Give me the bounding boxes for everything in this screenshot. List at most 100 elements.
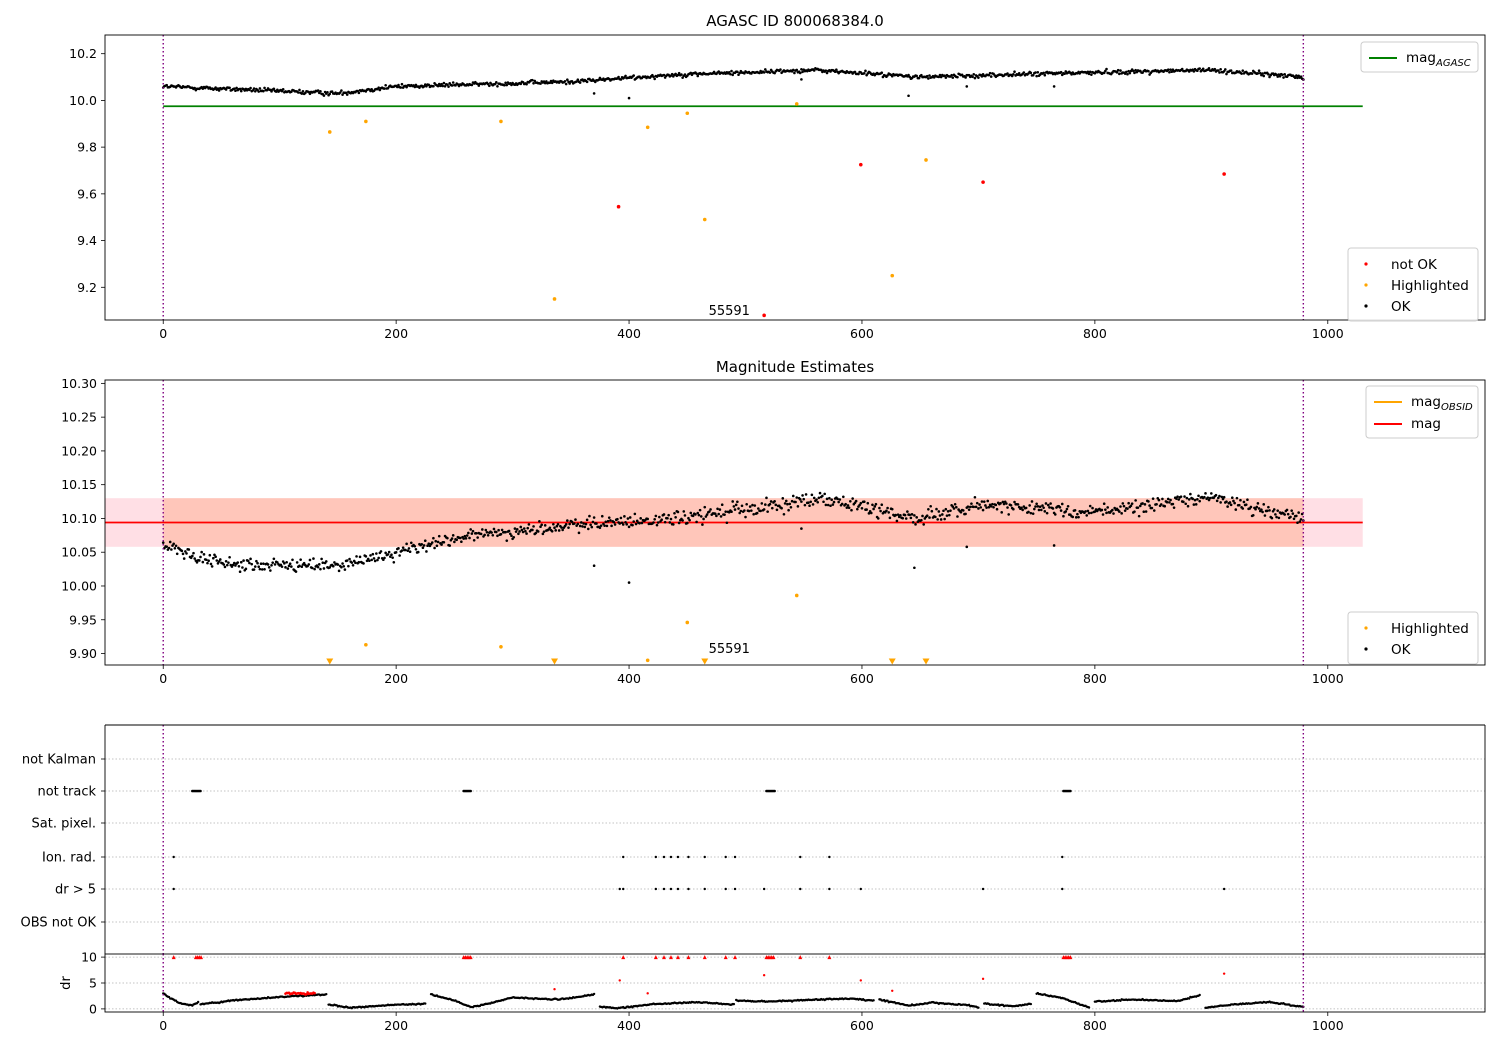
ok-point: [624, 520, 627, 524]
ok-point: [796, 505, 800, 508]
ok-point: [191, 554, 194, 558]
ok-point: [173, 546, 177, 550]
ok-point: [510, 534, 513, 538]
ok-point: [272, 87, 276, 91]
ok-point: [1126, 72, 1129, 76]
dr-point: [196, 1000, 200, 1004]
ok-point: [598, 526, 602, 530]
ok-point: [263, 567, 266, 571]
ok-point: [911, 521, 915, 524]
ok-point: [989, 75, 993, 78]
ok-point: [667, 513, 670, 517]
ok-point: [775, 508, 779, 512]
ok-point: [519, 525, 523, 529]
ok-point: [336, 563, 340, 566]
ok-point: [394, 551, 398, 554]
dr-capped-marker: [1068, 955, 1073, 960]
ok-point: [223, 565, 227, 569]
ok-point: [769, 500, 773, 503]
legend-frame: [1347, 247, 1479, 322]
ok-point: [887, 511, 891, 514]
ok-point: [1172, 506, 1176, 510]
ok-point: [1197, 494, 1200, 498]
ok-point: [1036, 70, 1040, 74]
ok-point: [1031, 512, 1035, 515]
ok-point: [1230, 496, 1234, 499]
ok-point: [383, 87, 386, 90]
ok-point: [389, 555, 392, 558]
ok-point: [1276, 509, 1280, 512]
ok-point: [307, 563, 311, 566]
ok-point: [543, 524, 547, 527]
ok-point: [683, 73, 687, 76]
ok-point: [1118, 72, 1121, 76]
ok-point: [1242, 500, 1246, 504]
ok-point: [838, 498, 842, 501]
ok-point: [1157, 498, 1161, 502]
flag-point: [859, 887, 862, 891]
ok-point: [198, 559, 201, 562]
dr-point: [977, 1006, 980, 1009]
ok-point: [1187, 498, 1191, 501]
ok-point: [1034, 71, 1037, 74]
ok-point: [298, 88, 301, 92]
ok-point: [786, 502, 789, 506]
ok-point: [992, 505, 995, 509]
ok-point: [1136, 506, 1140, 509]
ok-point: [470, 532, 474, 535]
ok-point: [1293, 76, 1297, 79]
ok-point: [966, 505, 970, 508]
highlighted-point: [645, 125, 650, 130]
ok-point: [232, 561, 236, 565]
ok-point: [987, 505, 991, 509]
legend-marker: [1364, 283, 1368, 287]
ok-point: [553, 526, 556, 529]
ok-point: [708, 510, 711, 513]
ok-point: [831, 503, 835, 506]
ok-point: [409, 541, 413, 545]
ok-point: [384, 551, 387, 555]
ok-point: [773, 500, 776, 503]
ok-point: [894, 513, 898, 517]
ok-point: [606, 519, 610, 523]
ok-point: [973, 495, 977, 499]
legend-marker: [1364, 262, 1368, 266]
ok-point: [663, 520, 667, 524]
ok-point: [925, 74, 929, 78]
ok-point: [1150, 506, 1154, 510]
ok-point: [811, 503, 815, 506]
x-tick-label: 1000: [1312, 671, 1344, 686]
y-tick-label: 10.2: [69, 46, 97, 61]
dr-capped-marker: [171, 955, 176, 960]
ok-point: [1031, 73, 1035, 77]
flag-point: [172, 855, 175, 859]
ok-point: [235, 86, 238, 90]
ok-point: [674, 516, 677, 519]
highlighted-point: [499, 119, 503, 124]
ok-point: [370, 88, 373, 91]
ok-point: [1220, 495, 1224, 499]
ok-point: [951, 76, 955, 79]
ok-point: [845, 506, 849, 509]
ok-point: [1126, 507, 1129, 510]
ok-point: [760, 502, 764, 505]
ok-point: [423, 539, 427, 542]
ok-point: [567, 526, 570, 529]
dr-flagged-point: [762, 974, 766, 977]
ok-point: [420, 542, 424, 546]
ok-point: [215, 559, 219, 562]
ok-point: [699, 515, 703, 518]
ok-point: [640, 521, 644, 525]
ok-point: [434, 539, 438, 543]
ok-point: [308, 558, 312, 562]
ok-point: [696, 511, 700, 515]
flag-point: [654, 855, 658, 859]
ok-point: [1059, 70, 1063, 74]
ok-point: [1033, 507, 1036, 511]
ok-point: [222, 563, 226, 566]
ok-point: [944, 76, 948, 79]
ok-point: [308, 92, 312, 96]
ok-point: [807, 501, 810, 505]
ok-point: [1007, 513, 1010, 516]
ok-point: [1219, 67, 1222, 71]
